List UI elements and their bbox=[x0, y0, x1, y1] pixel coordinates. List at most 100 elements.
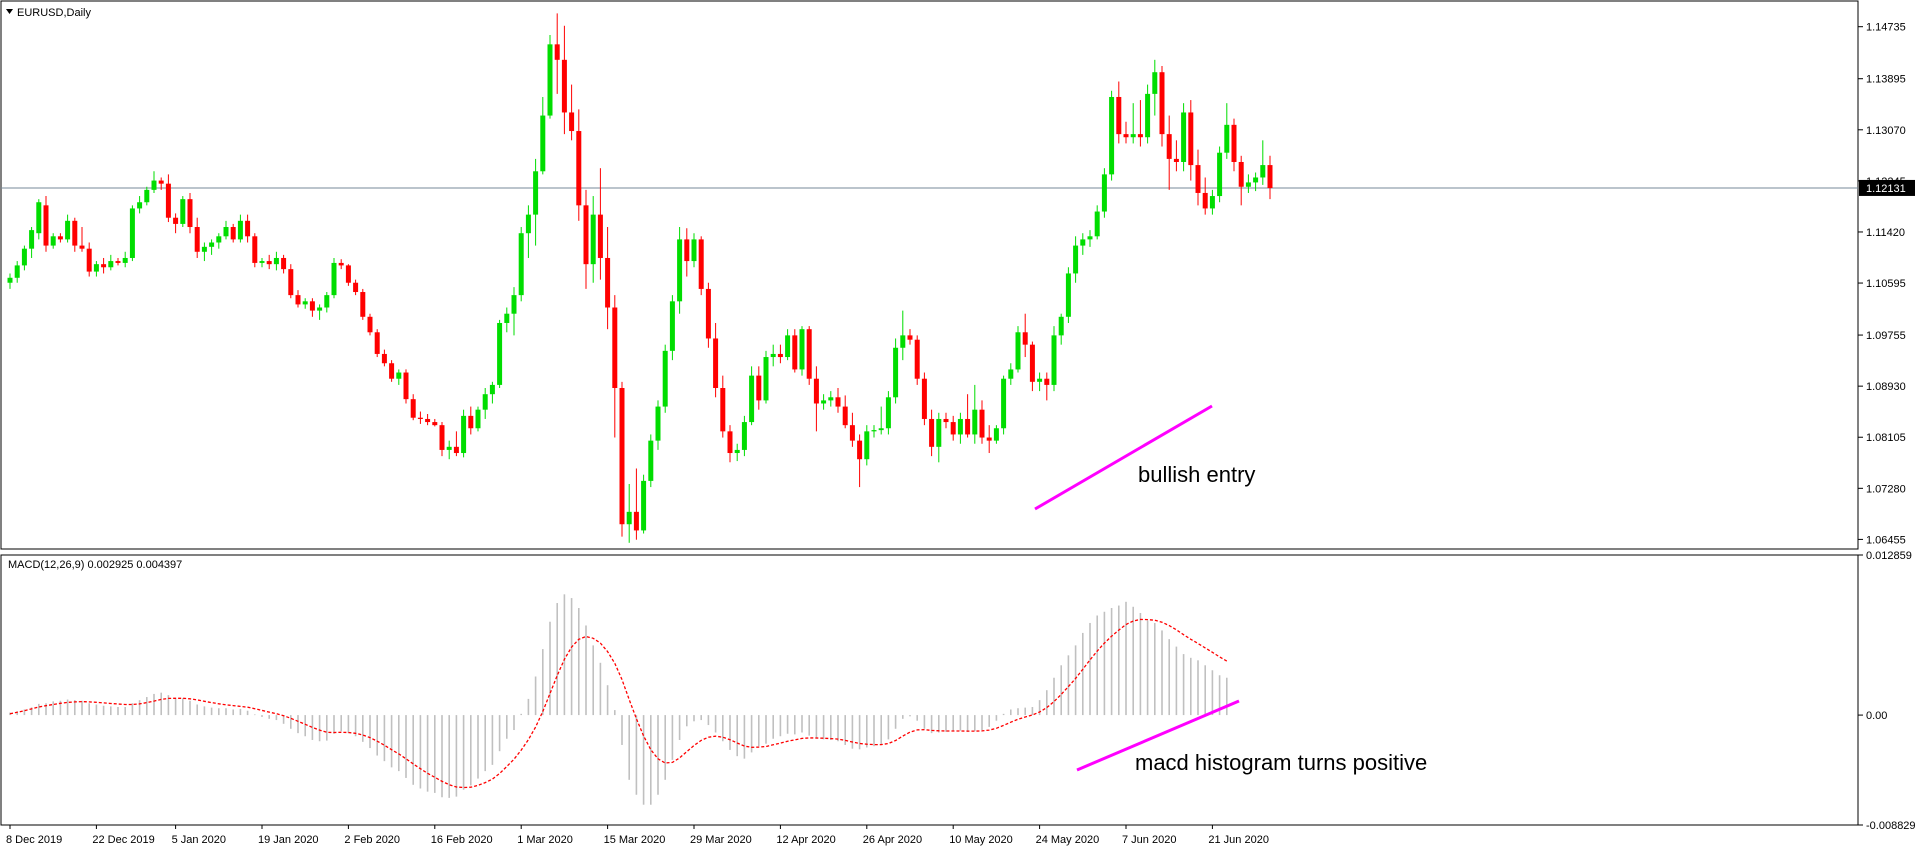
candle-body bbox=[1217, 152, 1223, 197]
candle bbox=[540, 96, 546, 175]
candle-body bbox=[857, 440, 863, 460]
date-tick-label: 1 Mar 2020 bbox=[517, 834, 573, 846]
candle bbox=[1245, 174, 1251, 193]
candle-body bbox=[986, 437, 992, 441]
candle-body bbox=[597, 214, 603, 258]
price-tick-label: 1.10595 bbox=[1866, 278, 1906, 290]
candle-body bbox=[871, 430, 877, 432]
candle bbox=[950, 415, 956, 441]
candle bbox=[1181, 103, 1187, 172]
candle bbox=[461, 409, 467, 458]
candle-body bbox=[713, 338, 719, 389]
current-price-box bbox=[1859, 179, 1915, 196]
candle bbox=[655, 400, 661, 450]
bullish-entry-trendline bbox=[1034, 404, 1213, 511]
candle-body bbox=[209, 242, 215, 247]
candle bbox=[489, 381, 495, 404]
candle-body bbox=[461, 415, 467, 454]
candle bbox=[1001, 375, 1007, 435]
candle-body bbox=[741, 422, 747, 450]
candle-body bbox=[698, 239, 704, 289]
date-tick-label: 19 Jan 2020 bbox=[258, 834, 319, 846]
date-tick-label: 10 May 2020 bbox=[949, 834, 1013, 846]
candle bbox=[273, 251, 279, 271]
candle bbox=[115, 257, 121, 266]
candle bbox=[533, 158, 539, 246]
candle-body bbox=[281, 257, 287, 270]
candle bbox=[864, 425, 870, 466]
candle-body bbox=[929, 418, 935, 447]
candle-body bbox=[554, 44, 560, 60]
candle bbox=[93, 261, 99, 277]
candle-body bbox=[1015, 332, 1021, 370]
candle bbox=[921, 372, 927, 426]
candle bbox=[612, 295, 618, 438]
candle-body bbox=[705, 288, 711, 339]
candle-body bbox=[403, 372, 409, 400]
candle-body bbox=[489, 384, 495, 395]
candle bbox=[475, 406, 481, 432]
candle-body bbox=[878, 428, 884, 431]
candle bbox=[36, 199, 42, 240]
candle-body bbox=[1065, 273, 1071, 317]
candle-body bbox=[43, 205, 49, 246]
candle bbox=[144, 186, 150, 206]
candle-body bbox=[50, 236, 56, 246]
candle-body bbox=[151, 180, 157, 190]
candle bbox=[201, 242, 207, 262]
candle bbox=[720, 375, 726, 438]
date-tick-label: 15 Mar 2020 bbox=[604, 834, 666, 846]
candle bbox=[1260, 140, 1266, 185]
candle bbox=[554, 13, 560, 94]
candle-body bbox=[885, 397, 891, 429]
candle bbox=[129, 205, 135, 262]
candle-body bbox=[576, 131, 582, 206]
price-panel-frame bbox=[0, 0, 1859, 550]
candle bbox=[497, 319, 503, 389]
candle bbox=[446, 440, 452, 460]
candle bbox=[158, 177, 164, 190]
candle-body bbox=[21, 248, 27, 266]
candle bbox=[21, 245, 27, 271]
candle-body bbox=[1253, 177, 1259, 183]
candle-body bbox=[590, 214, 596, 265]
candle bbox=[799, 326, 805, 376]
candle bbox=[137, 196, 143, 214]
candle bbox=[180, 196, 186, 228]
candle bbox=[209, 239, 215, 255]
candle bbox=[1058, 313, 1064, 345]
candle-body bbox=[252, 236, 258, 263]
candle-body bbox=[1058, 316, 1064, 336]
candle-body bbox=[302, 301, 308, 305]
candle bbox=[993, 425, 999, 444]
candle-body bbox=[396, 372, 402, 379]
date-tick-label: 29 Mar 2020 bbox=[690, 834, 752, 846]
candle bbox=[403, 369, 409, 404]
candle bbox=[1231, 118, 1237, 172]
candle bbox=[252, 233, 258, 268]
candle bbox=[907, 329, 913, 345]
candle-body bbox=[194, 227, 200, 252]
candle bbox=[698, 236, 704, 296]
candle-body bbox=[828, 397, 834, 401]
candle-body bbox=[813, 378, 819, 404]
candle-body bbox=[331, 262, 337, 296]
candle-body bbox=[777, 353, 783, 358]
candle bbox=[86, 242, 92, 277]
date-tick-label: 7 Jun 2020 bbox=[1122, 834, 1176, 846]
candle bbox=[482, 388, 488, 419]
candle bbox=[389, 360, 395, 382]
candle bbox=[425, 414, 431, 426]
dropdown-triangle-icon[interactable] bbox=[6, 9, 13, 14]
candle bbox=[338, 259, 344, 270]
candle bbox=[525, 205, 531, 258]
candle-body bbox=[338, 262, 344, 266]
candle-body bbox=[317, 307, 323, 311]
candle bbox=[1209, 189, 1215, 215]
candle bbox=[972, 384, 978, 444]
candle-body bbox=[345, 265, 351, 283]
candle bbox=[1008, 363, 1014, 385]
candle bbox=[309, 298, 315, 317]
candle bbox=[576, 109, 582, 221]
candle bbox=[749, 366, 755, 426]
